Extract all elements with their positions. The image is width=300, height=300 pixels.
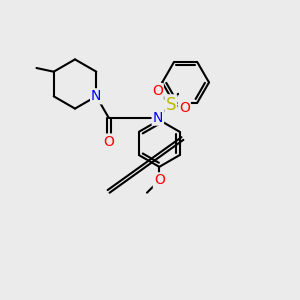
- Text: O: O: [179, 100, 190, 115]
- Text: S: S: [166, 96, 176, 114]
- Text: N: N: [91, 89, 101, 103]
- Text: O: O: [154, 173, 165, 188]
- Text: O: O: [152, 84, 163, 98]
- Text: O: O: [103, 134, 114, 148]
- Text: N: N: [153, 111, 163, 124]
